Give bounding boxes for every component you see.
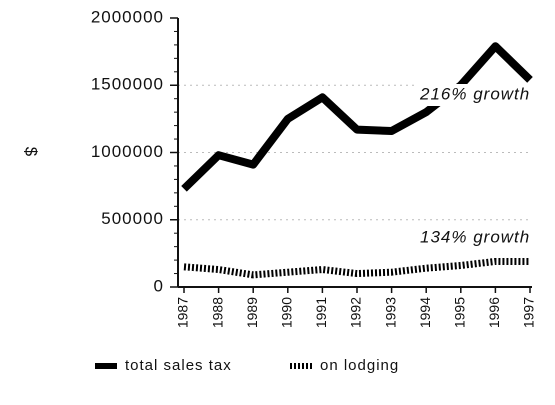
x-tick-label: 1988 xyxy=(209,297,225,328)
annotation: 134% growth xyxy=(420,227,530,246)
annotation: 216% growth xyxy=(419,84,530,103)
annotation-bg xyxy=(416,227,552,249)
x-tick-label: 1993 xyxy=(382,297,398,328)
y-axis-label: $ xyxy=(22,147,41,157)
legend-label: on lodging xyxy=(320,357,399,374)
y-tick-label: 500000 xyxy=(101,209,164,228)
y-tick-label: 1500000 xyxy=(91,75,164,94)
legend-label: total sales tax xyxy=(125,357,232,374)
x-tick-label: 1987 xyxy=(175,297,191,328)
series-line xyxy=(181,42,533,192)
x-tick-label: 1996 xyxy=(486,297,502,328)
y-tick-label: 1000000 xyxy=(91,142,164,161)
series-line xyxy=(183,257,530,279)
x-tick-label: 1997 xyxy=(521,297,537,328)
x-tick-label: 1994 xyxy=(417,297,433,328)
x-tick-label: 1989 xyxy=(244,297,260,328)
x-tick-label: 1995 xyxy=(452,297,468,328)
x-tick-label: 1992 xyxy=(348,297,364,328)
annotation-bg xyxy=(416,84,552,106)
x-tick-label: 1991 xyxy=(313,297,329,328)
y-tick-label: 0 xyxy=(154,276,164,295)
y-tick-label: 2000000 xyxy=(91,7,164,26)
x-tick-label: 1990 xyxy=(279,297,295,328)
